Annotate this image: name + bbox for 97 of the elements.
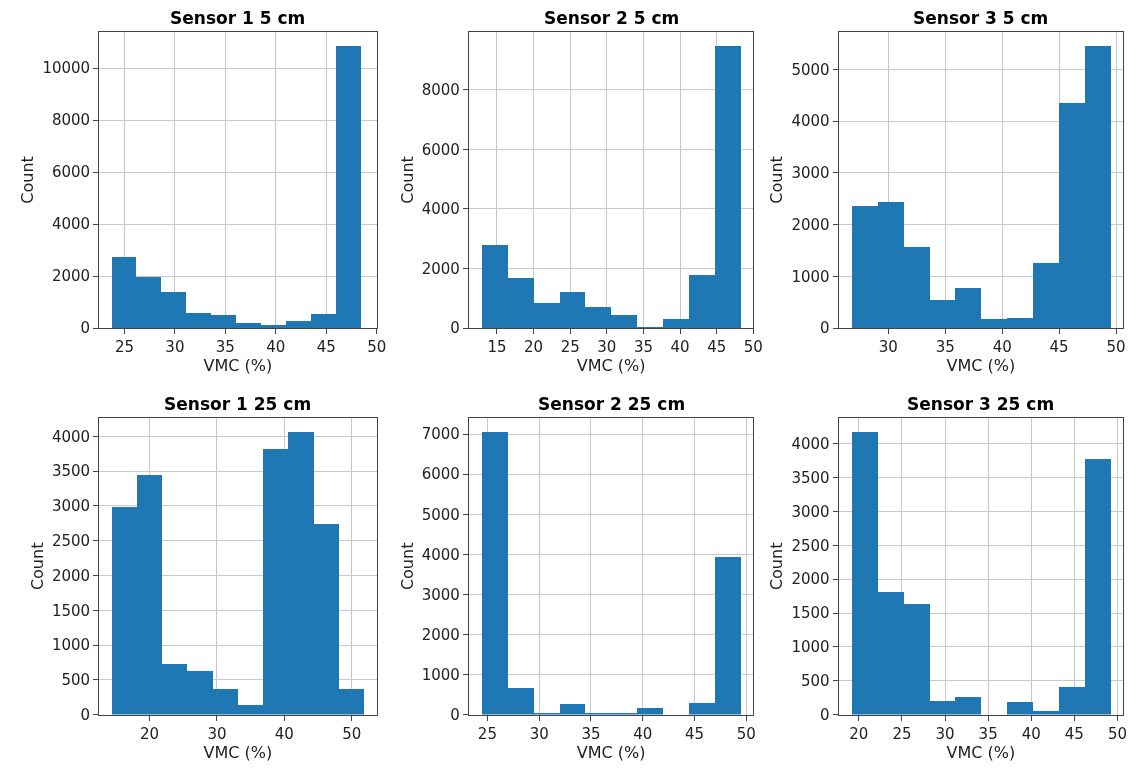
y-tick-label: 5000 [421, 505, 460, 524]
y-tick-label: 4000 [791, 112, 830, 131]
y-tick-label: 2500 [51, 531, 91, 550]
y-tick-label: 8000 [421, 80, 460, 99]
x-tick-label: 40 [670, 338, 690, 357]
y-tick-label: 5000 [791, 60, 830, 79]
x-tick-label: 45 [316, 338, 336, 357]
chart-title: Sensor 3 5 cm [913, 8, 1049, 28]
y-tick-label: 1000 [791, 638, 830, 657]
y-tick-label: 4000 [51, 215, 91, 234]
x-axis-title: VMC (%) [946, 356, 1016, 376]
y-axis-title: Count [767, 156, 787, 204]
y-tick-label: 3000 [791, 502, 830, 521]
x-axis-title: VMC (%) [576, 742, 646, 762]
x-tick-label: 30 [597, 338, 617, 357]
y-tick-label: 4000 [421, 545, 460, 564]
x-tick-label: 35 [978, 724, 998, 743]
y-tick-label: 500 [800, 671, 830, 690]
y-tick-label: 2000 [791, 570, 830, 589]
y-tick-label: 2000 [791, 215, 830, 234]
y-axis-title: Count [767, 542, 787, 591]
y-tick-label: 4000 [51, 427, 91, 446]
x-tick-label: 25 [114, 338, 134, 357]
x-tick-label: 50 [1107, 724, 1128, 743]
y-tick-label: 2000 [421, 259, 460, 278]
y-tick-label: 1000 [51, 636, 91, 655]
y-tick-label: 3000 [51, 497, 91, 516]
x-tick-label: 45 [684, 724, 705, 743]
y-tick-label: 7000 [421, 425, 460, 444]
y-tick-label: 2000 [421, 625, 460, 644]
y-tick-label: 0 [80, 705, 91, 724]
chart-title: Sensor 1 25 cm [164, 394, 312, 414]
x-tick-label: 35 [633, 338, 654, 357]
x-tick-label: 25 [477, 724, 497, 743]
y-tick-label: 6000 [51, 163, 91, 182]
x-tick-label: 30 [165, 338, 185, 357]
y-axis-title: Count [27, 542, 47, 591]
x-tick-label: 45 [1049, 338, 1069, 357]
y-tick-label: 500 [61, 671, 91, 690]
x-tick-label: 40 [1021, 724, 1041, 743]
y-tick-label: 3500 [791, 468, 830, 487]
x-axis-title: VMC (%) [203, 742, 273, 762]
y-tick-label: 0 [820, 319, 830, 338]
y-tick-label: 2500 [791, 536, 830, 555]
x-tick-label: 20 [139, 724, 160, 743]
y-tick-label: 0 [450, 705, 460, 724]
y-tick-label: 0 [450, 319, 460, 338]
x-tick-label: 50 [736, 724, 756, 743]
x-tick-label: 45 [707, 338, 727, 357]
x-tick-label: 25 [560, 338, 580, 357]
y-tick-label: 3000 [791, 164, 830, 183]
y-axis-title: Count [397, 156, 417, 204]
x-tick-label: 35 [935, 338, 955, 357]
x-tick-label: 30 [207, 724, 227, 743]
x-axis-title: VMC (%) [946, 742, 1016, 762]
y-tick-label: 4000 [421, 200, 460, 219]
chart-title: Sensor 2 25 cm [538, 394, 686, 414]
y-tick-label: 4000 [791, 435, 830, 454]
x-tick-label: 20 [849, 724, 869, 743]
x-tick-label: 20 [524, 338, 544, 357]
x-tick-label: 15 [487, 338, 507, 357]
x-tick-label: 35 [581, 724, 601, 743]
y-tick-label: 1500 [51, 601, 91, 620]
y-axis-title: Count [397, 542, 417, 591]
y-tick-label: 10000 [42, 59, 91, 78]
y-tick-label: 6000 [421, 140, 460, 159]
chart-title: Sensor 1 5 cm [170, 8, 306, 28]
x-tick-label: 40 [274, 724, 294, 743]
x-tick-label: 40 [633, 724, 653, 743]
y-axis-title: Count [18, 156, 38, 204]
chart-title: Sensor 2 5 cm [544, 8, 680, 28]
x-axis-title: VMC (%) [576, 356, 646, 376]
y-tick-label: 1500 [791, 604, 830, 623]
x-tick-label: 40 [266, 338, 286, 357]
x-tick-label: 30 [935, 724, 955, 743]
x-tick-label: 30 [529, 724, 549, 743]
x-tick-label: 25 [892, 724, 912, 743]
x-axis-title: VMC (%) [203, 356, 273, 376]
x-tick-label: 30 [878, 338, 898, 357]
x-tick-label: 50 [367, 338, 387, 357]
x-tick-label: 50 [342, 724, 362, 743]
y-tick-label: 3500 [51, 462, 91, 481]
y-tick-label: 2000 [51, 566, 91, 585]
x-tick-label: 45 [1064, 724, 1084, 743]
x-tick-label: 35 [215, 338, 235, 357]
x-tick-label: 40 [992, 338, 1012, 357]
y-tick-label: 0 [80, 319, 91, 338]
y-tick-label: 1000 [791, 267, 830, 286]
y-tick-label: 8000 [51, 111, 91, 130]
y-tick-label: 0 [820, 705, 830, 724]
y-tick-label: 1000 [421, 665, 460, 684]
y-tick-label: 3000 [421, 585, 460, 604]
x-tick-label: 50 [1106, 338, 1126, 357]
y-tick-label: 2000 [51, 267, 91, 286]
y-tick-label: 6000 [421, 465, 460, 484]
chart-title: Sensor 3 25 cm [907, 394, 1055, 414]
x-tick-label: 50 [743, 338, 763, 357]
